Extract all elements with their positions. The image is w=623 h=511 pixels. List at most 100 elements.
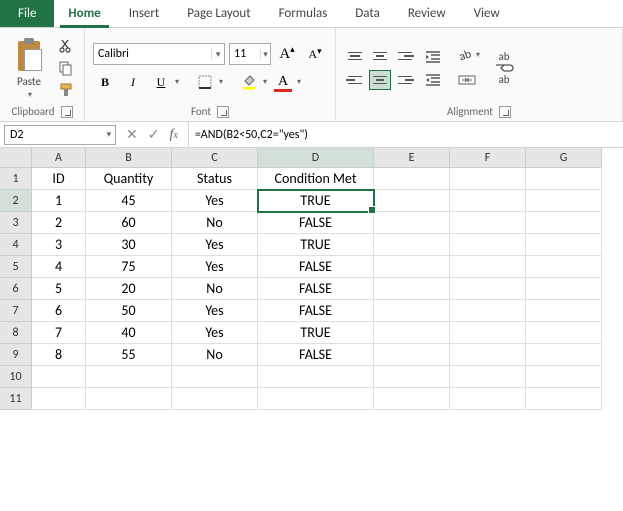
cell[interactable] <box>374 300 450 322</box>
cell[interactable] <box>374 366 450 388</box>
cell[interactable] <box>450 190 526 212</box>
cell[interactable] <box>526 168 602 190</box>
column-header[interactable]: D <box>258 148 374 168</box>
cell[interactable] <box>258 388 374 410</box>
cell[interactable]: Yes <box>172 190 258 212</box>
align-top-left-button[interactable] <box>344 46 366 66</box>
select-all-corner[interactable] <box>0 148 32 168</box>
cell[interactable] <box>526 300 602 322</box>
cell[interactable]: 50 <box>86 300 172 322</box>
bold-button[interactable]: B <box>93 71 117 93</box>
cell[interactable] <box>450 366 526 388</box>
align-center-button[interactable] <box>369 70 391 90</box>
cell[interactable] <box>374 168 450 190</box>
chevron-down-icon[interactable]: ▾ <box>260 49 270 60</box>
column-header[interactable]: C <box>172 148 258 168</box>
font-dialog-launcher[interactable] <box>217 106 229 118</box>
cell[interactable]: 8 <box>32 344 86 366</box>
cell[interactable] <box>526 190 602 212</box>
fill-color-button[interactable] <box>237 71 261 93</box>
cell[interactable]: FALSE <box>258 278 374 300</box>
row-header[interactable]: 2 <box>0 190 32 212</box>
font-name-combo[interactable]: ▾ <box>93 43 225 65</box>
chevron-down-icon[interactable]: ▾ <box>263 77 267 87</box>
font-color-button[interactable]: A <box>271 71 295 93</box>
cell[interactable] <box>450 256 526 278</box>
cell[interactable]: 2 <box>32 212 86 234</box>
row-header[interactable]: 1 <box>0 168 32 190</box>
increase-indent-button[interactable] <box>422 70 444 90</box>
cell[interactable]: No <box>172 278 258 300</box>
cell[interactable]: No <box>172 212 258 234</box>
font-name-input[interactable] <box>94 47 211 61</box>
row-header[interactable]: 9 <box>0 344 32 366</box>
align-left-button[interactable] <box>344 70 366 90</box>
increase-font-button[interactable]: A▴ <box>275 43 299 65</box>
cell[interactable]: 4 <box>32 256 86 278</box>
cell[interactable] <box>450 388 526 410</box>
cell[interactable]: FALSE <box>258 300 374 322</box>
cell[interactable]: TRUE <box>258 234 374 256</box>
align-right-button[interactable] <box>394 70 416 90</box>
chevron-down-icon[interactable]: ▾ <box>476 50 480 60</box>
cell[interactable] <box>374 190 450 212</box>
cell[interactable]: Condition Met <box>258 168 374 190</box>
cell[interactable] <box>374 344 450 366</box>
cell[interactable] <box>172 366 258 388</box>
cell[interactable] <box>526 212 602 234</box>
cell[interactable] <box>374 388 450 410</box>
column-header[interactable]: B <box>86 148 172 168</box>
name-box[interactable]: ▾ <box>4 125 116 145</box>
row-header[interactable]: 8 <box>0 322 32 344</box>
wrap-text-button[interactable]: ab ab <box>494 50 514 86</box>
tab-page-layout[interactable]: Page Layout <box>173 0 264 27</box>
cell[interactable] <box>526 278 602 300</box>
name-box-input[interactable] <box>5 128 103 142</box>
cell[interactable]: 40 <box>86 322 172 344</box>
cell[interactable] <box>32 388 86 410</box>
row-header[interactable]: 3 <box>0 212 32 234</box>
cell[interactable] <box>450 168 526 190</box>
cell[interactable] <box>374 212 450 234</box>
cell[interactable]: FALSE <box>258 344 374 366</box>
cell[interactable] <box>526 256 602 278</box>
cell[interactable]: 3 <box>32 234 86 256</box>
cell[interactable]: ID <box>32 168 86 190</box>
cell[interactable] <box>526 234 602 256</box>
clipboard-dialog-launcher[interactable] <box>61 106 73 118</box>
chevron-down-icon[interactable]: ▾ <box>211 49 224 60</box>
cell[interactable]: FALSE <box>258 256 374 278</box>
row-header[interactable]: 5 <box>0 256 32 278</box>
cell[interactable] <box>258 366 374 388</box>
cell[interactable] <box>374 322 450 344</box>
font-size-input[interactable] <box>230 47 260 61</box>
row-header[interactable]: 4 <box>0 234 32 256</box>
cell[interactable]: TRUE <box>258 322 374 344</box>
chevron-down-icon[interactable]: ▾ <box>297 77 301 87</box>
cell[interactable] <box>450 344 526 366</box>
cell[interactable]: 60 <box>86 212 172 234</box>
align-top-center-button[interactable] <box>369 46 391 66</box>
chevron-down-icon[interactable]: ▾ <box>103 129 115 140</box>
cancel-formula-button[interactable]: ✕ <box>126 126 138 143</box>
cell[interactable] <box>526 322 602 344</box>
cell[interactable] <box>172 388 258 410</box>
alignment-dialog-launcher[interactable] <box>499 106 511 118</box>
cell[interactable] <box>86 366 172 388</box>
chevron-down-icon[interactable]: ▾ <box>175 77 179 87</box>
cell[interactable] <box>450 212 526 234</box>
row-header[interactable]: 7 <box>0 300 32 322</box>
tab-data[interactable]: Data <box>341 0 394 27</box>
orientation-button[interactable]: ab ▾ <box>456 46 480 64</box>
cell[interactable]: 30 <box>86 234 172 256</box>
border-button[interactable] <box>193 71 217 93</box>
cell[interactable]: Status <box>172 168 258 190</box>
cell[interactable]: 5 <box>32 278 86 300</box>
column-header[interactable]: F <box>450 148 526 168</box>
underline-button[interactable]: U <box>149 71 173 93</box>
cell[interactable] <box>450 322 526 344</box>
tab-file[interactable]: File <box>0 0 54 27</box>
cell[interactable]: 45 <box>86 190 172 212</box>
cell[interactable] <box>374 234 450 256</box>
chevron-down-icon[interactable]: ▾ <box>219 77 223 87</box>
